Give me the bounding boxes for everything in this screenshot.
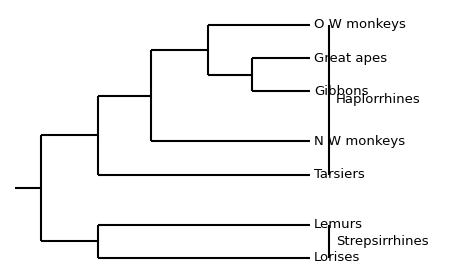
Text: Lorises: Lorises: [314, 251, 360, 264]
Text: Tarsiers: Tarsiers: [314, 168, 365, 181]
Text: Lemurs: Lemurs: [314, 218, 363, 231]
Text: Gibbons: Gibbons: [314, 85, 369, 98]
Text: Strepsirrhines: Strepsirrhines: [336, 235, 428, 248]
Text: O W monkeys: O W monkeys: [314, 18, 406, 31]
Text: Haplorrhines: Haplorrhines: [336, 93, 421, 106]
Text: N W monkeys: N W monkeys: [314, 135, 405, 148]
Text: Great apes: Great apes: [314, 52, 387, 65]
